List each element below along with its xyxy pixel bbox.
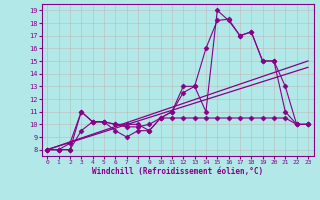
X-axis label: Windchill (Refroidissement éolien,°C): Windchill (Refroidissement éolien,°C) xyxy=(92,167,263,176)
